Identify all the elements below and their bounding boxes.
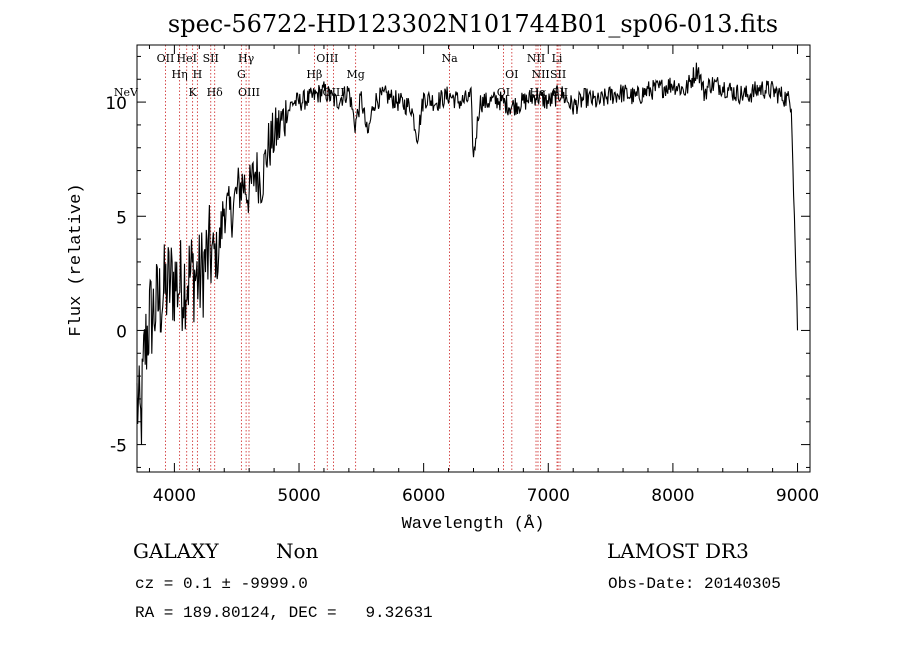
spectrum-series-line: [136, 62, 799, 445]
ra-dec-coordinates: RA = 189.80124, DEC = 9.32631: [135, 604, 433, 622]
plot-frame: [136, 44, 811, 473]
emission-line-labels: NeVOIIHηHeIKHSIIHδGHγOIIIHβOIIIOIIIMgNaO…: [114, 52, 568, 99]
line-label-1: OII: [157, 52, 175, 65]
line-label-14: Mg: [347, 68, 365, 81]
line-label-4: K: [189, 86, 198, 99]
line-label-9: Hγ: [238, 52, 255, 65]
line-label-20: NII: [531, 68, 549, 81]
x-tick-label-4: 8000: [651, 486, 694, 506]
line-label-7: Hδ: [207, 86, 224, 99]
x-tick-label-0: 4000: [153, 486, 196, 506]
line-label-21: Li: [552, 52, 563, 65]
y-tick-label-0: -5: [110, 437, 127, 457]
line-label-3: HeI: [177, 52, 197, 65]
line-label-17: OI: [505, 68, 518, 81]
x-tick-label-2: 6000: [402, 486, 445, 506]
line-label-11: Hβ: [306, 68, 322, 81]
line-label-12: OIII: [316, 52, 338, 65]
line-label-0: NeV: [114, 86, 139, 99]
x-axis-label: Wavelength (Å): [402, 515, 545, 534]
axis-ticks: 4000 5000 6000 7000 8000 9000 -5 0 5 10: [105, 45, 819, 506]
redshift-cz: cz = 0.1 ± -9999.0: [135, 575, 308, 593]
y-tick-label-2: 5: [116, 208, 127, 228]
object-subclass: Non: [276, 539, 319, 563]
object-class: GALAXY: [133, 539, 219, 563]
y-axis-label: Flux (relative): [67, 183, 86, 336]
line-label-2: Hη: [172, 68, 188, 81]
line-label-10: OIII: [238, 86, 260, 99]
line-label-5: H: [193, 68, 203, 81]
y-tick-label-1: 0: [116, 322, 127, 342]
x-tick-label-5: 9000: [776, 486, 819, 506]
line-label-15: Na: [441, 52, 458, 65]
line-label-8: G: [237, 68, 246, 81]
line-label-6: SII: [203, 52, 219, 65]
line-label-18: NII: [527, 52, 545, 65]
chart-title: spec-56722-HD123302N101744B01_sp06-013.f…: [168, 10, 778, 38]
y-tick-label-3: 10: [105, 94, 127, 114]
x-tick-label-1: 5000: [277, 486, 320, 506]
x-tick-label-3: 7000: [527, 486, 570, 506]
line-label-22: SII: [550, 68, 566, 81]
survey-name: LAMOST DR3: [607, 539, 749, 563]
observation-date: Obs-Date: 20140305: [608, 575, 781, 593]
